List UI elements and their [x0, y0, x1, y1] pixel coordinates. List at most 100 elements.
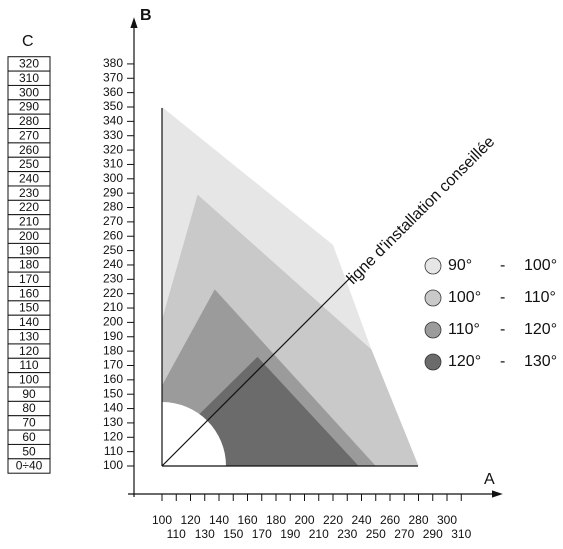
c-value: 210: [19, 215, 39, 229]
x-tick-label: 160: [237, 513, 257, 527]
y-tick-label: 260: [103, 228, 123, 242]
axis-label: B: [140, 7, 152, 24]
legend-to: 100°: [524, 257, 557, 274]
x-tick-label: 200: [294, 513, 314, 527]
x-tick-label: 250: [366, 527, 386, 541]
legend-separator: -: [500, 321, 505, 338]
c-value: 60: [22, 430, 36, 444]
c-value: 230: [19, 186, 39, 200]
y-tick-label: 310: [103, 157, 123, 171]
c-value: 310: [19, 71, 39, 85]
c-value: 130: [19, 329, 39, 343]
y-tick-label: 350: [103, 99, 123, 113]
y-tick-label: 240: [103, 257, 123, 271]
x-tick-label: 310: [451, 527, 471, 541]
y-tick-label: 270: [103, 214, 123, 228]
y-tick-label: 380: [103, 56, 123, 70]
y-tick-label: 120: [103, 429, 123, 443]
c-value: 180: [19, 258, 39, 272]
legend-to: 120°: [524, 321, 557, 338]
region: [190, 356, 359, 466]
legend-swatch: [424, 257, 442, 275]
c-value: 80: [22, 401, 36, 415]
c-value: 150: [19, 301, 39, 315]
x-tick-label: 130: [195, 527, 215, 541]
axis-label: A: [484, 471, 495, 488]
legend-from: 100°: [448, 289, 481, 306]
y-tick-label: 130: [103, 415, 123, 429]
y-tick-label: 170: [103, 358, 123, 372]
y-tick-label: 320: [103, 142, 123, 156]
y-tick-label: 300: [103, 171, 123, 185]
y-tick-label: 210: [103, 300, 123, 314]
legend-from: 120°: [448, 353, 481, 370]
x-tick-label: 290: [423, 527, 443, 541]
c-value: 170: [19, 272, 39, 286]
c-value: 320: [19, 57, 39, 71]
x-tick-label: 230: [337, 527, 357, 541]
y-tick-label: 360: [103, 85, 123, 99]
y-tick-label: 340: [103, 114, 123, 128]
x-tick-label: 180: [266, 513, 286, 527]
c-cell: [7, 458, 51, 474]
y-tick-label: 110: [104, 444, 123, 458]
x-tick-label: 110: [167, 527, 186, 541]
c-value: 110: [19, 358, 38, 372]
y-tick-label: 280: [103, 200, 123, 214]
y-tick-label: 190: [103, 329, 123, 343]
c-value: 220: [19, 200, 39, 214]
x-tick-label: 270: [394, 527, 414, 541]
x-tick-label: 300: [437, 513, 457, 527]
x-tick-label: 240: [351, 513, 371, 527]
legend-from: 90°: [448, 257, 472, 274]
c-value: 250: [19, 157, 39, 171]
y-tick-label: 200: [103, 315, 123, 329]
y-tick-label: 370: [103, 70, 123, 84]
c-value: 200: [19, 229, 39, 243]
y-tick-label: 140: [103, 401, 123, 415]
annotation: ligne d'installation conseillée: [344, 133, 499, 288]
y-tick-label: 160: [103, 372, 123, 386]
y-tick-label: 180: [103, 343, 123, 357]
legend-separator: -: [500, 353, 505, 370]
x-tick-label: 190: [280, 527, 300, 541]
c-value: 160: [19, 286, 39, 300]
column-label: C: [22, 33, 34, 50]
y-tick-label: 250: [103, 243, 123, 257]
c-value: 260: [19, 143, 39, 157]
x-tick-label: 120: [180, 513, 200, 527]
x-tick-label: 170: [252, 527, 272, 541]
c-value: 0÷40: [16, 459, 43, 473]
c-value: 100: [19, 373, 39, 387]
legend-swatch: [424, 289, 442, 307]
legend-swatch: [424, 353, 442, 371]
x-tick-label: 220: [323, 513, 343, 527]
x-tick-label: 140: [209, 513, 229, 527]
x-tick-label: 260: [380, 513, 400, 527]
legend-separator: -: [500, 257, 505, 274]
y-tick-label: 330: [103, 128, 123, 142]
c-value: 290: [19, 100, 39, 114]
c-value: 300: [19, 85, 39, 99]
y-tick-label: 100: [103, 458, 123, 472]
x-tick-label: 150: [223, 527, 243, 541]
y-tick-label: 220: [103, 286, 123, 300]
y-tick-label: 150: [103, 386, 123, 400]
mask: [150, 467, 450, 477]
legend-to: 130°: [524, 353, 557, 370]
c-value: 50: [22, 444, 36, 458]
c-value: 280: [19, 114, 39, 128]
c-value: 120: [19, 344, 39, 358]
c-value: 270: [19, 128, 39, 142]
legend-separator: -: [500, 289, 505, 306]
installation-line: [161, 275, 353, 467]
c-value: 140: [19, 315, 39, 329]
c-value: 90: [22, 387, 36, 401]
c-value: 240: [19, 171, 39, 185]
plot: [162, 107, 419, 466]
y-tick-label: 230: [103, 271, 123, 285]
x-tick-label: 280: [408, 513, 428, 527]
x-tick-label: 100: [152, 513, 172, 527]
x-tick-label: 210: [309, 527, 329, 541]
